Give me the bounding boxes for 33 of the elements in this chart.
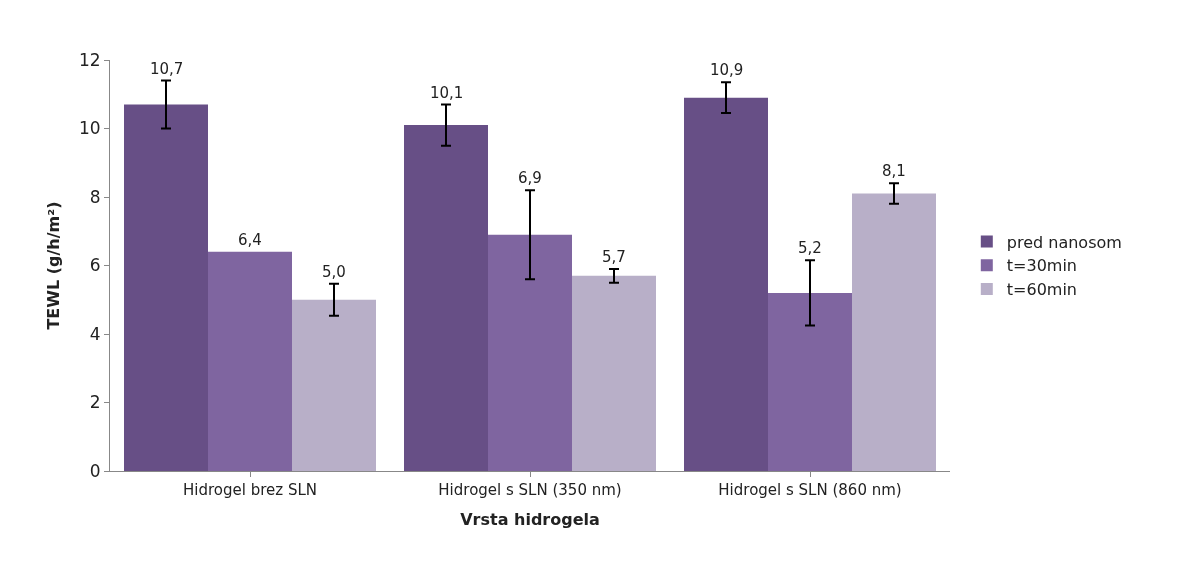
x-axis-title: Vrsta hidrogela — [460, 509, 600, 529]
y-tick-label: 12 — [78, 49, 101, 70]
bar — [572, 275, 656, 471]
y-tick-label: 0 — [89, 460, 101, 481]
legend-label: pred nanosom — [1006, 232, 1122, 252]
x-tick-label: Hidrogel s SLN (860 nm) — [718, 481, 902, 499]
data-label: 10,1 — [430, 84, 464, 102]
bar — [124, 104, 208, 471]
data-label: 6,4 — [238, 231, 262, 249]
data-label: 5,2 — [798, 239, 822, 257]
legend-label: t=60min — [1006, 280, 1078, 300]
y-tick-label: 8 — [89, 186, 101, 207]
data-label: 8,1 — [882, 162, 906, 180]
data-label: 6,9 — [518, 169, 542, 187]
y-tick-label: 10 — [78, 118, 101, 139]
bar — [292, 299, 376, 471]
legend-label: t=30min — [1006, 256, 1078, 276]
bar — [488, 234, 572, 471]
y-axis-title: TEWL (g/h/m²) — [43, 201, 63, 330]
y-tick-label: 2 — [89, 392, 101, 413]
data-label: 10,7 — [150, 60, 184, 78]
y-tick-label: 6 — [89, 255, 101, 276]
bar — [684, 97, 768, 471]
data-label: 10,9 — [710, 61, 744, 79]
data-label: 5,7 — [602, 248, 626, 266]
bar — [852, 193, 936, 471]
bar — [404, 125, 488, 471]
data-label: 5,0 — [322, 263, 346, 281]
bar — [768, 292, 852, 471]
bar — [208, 251, 292, 471]
y-tick-label: 4 — [89, 323, 101, 344]
x-tick-label: Hidrogel s SLN (350 nm) — [438, 481, 622, 499]
x-tick-label: Hidrogel brez SLN — [183, 481, 317, 499]
